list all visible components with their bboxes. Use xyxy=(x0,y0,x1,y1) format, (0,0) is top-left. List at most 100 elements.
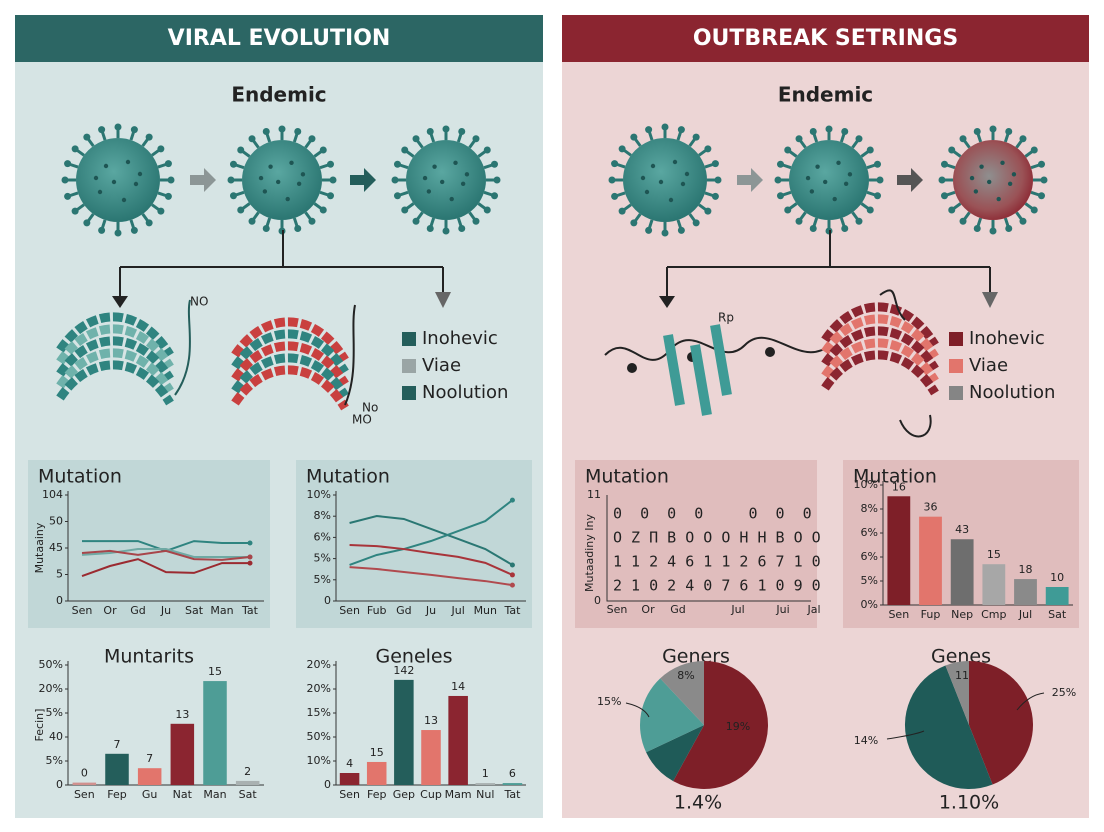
spike-tip xyxy=(442,227,450,235)
virus-body xyxy=(76,138,160,222)
spike-tip xyxy=(114,229,122,237)
spike-tip xyxy=(308,135,316,143)
pie-label: 8% xyxy=(677,669,694,682)
x-tick-label: Sen xyxy=(607,603,628,616)
bar-label: 6 xyxy=(509,767,516,780)
spike-tip xyxy=(157,145,165,153)
spike-tip xyxy=(714,176,722,184)
spike-tip xyxy=(130,226,138,234)
tree-arrowhead xyxy=(659,296,675,308)
x-tick-label: Nep xyxy=(951,608,973,621)
bar xyxy=(502,783,523,785)
bar xyxy=(448,695,468,785)
spike-tip xyxy=(64,192,72,200)
spike-tip xyxy=(157,207,165,215)
protein-strand xyxy=(56,312,174,358)
spike-tip xyxy=(645,226,653,234)
x-tick-label: Cmp xyxy=(981,608,1006,621)
virus-icon xyxy=(608,123,722,237)
y-tick-label: 0 xyxy=(56,594,63,607)
y-axis-label: Mutaadiny Iny xyxy=(583,514,596,592)
spike-tip xyxy=(472,217,480,225)
x-tick-label: Sat xyxy=(1048,608,1067,621)
virus-dot xyxy=(809,189,815,194)
spike-tip xyxy=(145,133,153,141)
panel-header xyxy=(15,15,543,62)
diagram-label: NO xyxy=(190,295,208,309)
spike-tip xyxy=(874,192,882,200)
virus-dot xyxy=(296,181,302,187)
grid-row: 0 0 0 0 0 0 0 xyxy=(613,505,812,523)
legend-label: Noolution xyxy=(969,382,1055,403)
virus-body xyxy=(953,140,1033,220)
spike-tip xyxy=(948,206,956,214)
virus-dot xyxy=(422,175,428,181)
protein-loop xyxy=(879,289,932,438)
spike-tip xyxy=(412,217,420,225)
virus-dot xyxy=(432,164,437,169)
protein-strand xyxy=(710,324,732,396)
spike-tip xyxy=(83,133,91,141)
chart-bg xyxy=(296,460,532,628)
spike-tip xyxy=(809,127,817,135)
spike-tip xyxy=(167,176,175,184)
line-end xyxy=(509,582,515,588)
x-tick-label: Jul xyxy=(451,604,465,617)
virus-dot xyxy=(969,175,975,181)
virus-dot xyxy=(449,196,454,202)
spike-tip xyxy=(426,127,434,135)
legend-swatch xyxy=(402,359,416,373)
protein-strand xyxy=(231,365,349,411)
spike-tip xyxy=(278,125,286,133)
bar xyxy=(421,730,441,785)
protein-chain xyxy=(604,336,831,361)
pie-slice xyxy=(904,665,993,790)
spike-tip xyxy=(493,176,501,184)
flow-arrow xyxy=(350,168,376,192)
spike-tip xyxy=(491,192,499,200)
spike-tip xyxy=(248,135,256,143)
spike-tip xyxy=(98,226,106,234)
spike-tip xyxy=(319,206,327,214)
leader-line xyxy=(886,730,925,740)
line-end xyxy=(247,554,253,560)
bar-label: 10 xyxy=(1050,571,1064,584)
bar xyxy=(203,681,227,785)
y-tick-label: 10% xyxy=(307,754,331,767)
flow-arrow xyxy=(897,168,923,192)
line-end xyxy=(247,560,253,566)
protein-illustration xyxy=(663,324,732,416)
protein-strand xyxy=(821,314,939,360)
virus-dot xyxy=(672,159,678,165)
spike-tip xyxy=(98,126,106,134)
protein-strand xyxy=(231,317,349,363)
x-tick-label: Man xyxy=(210,604,233,617)
virus-dot xyxy=(275,179,281,185)
section-title: Endemic xyxy=(231,83,326,107)
y-tick-label: 10% xyxy=(307,488,331,501)
y-tick-label: 11 xyxy=(587,488,601,501)
axis xyxy=(606,495,811,602)
axis xyxy=(67,491,264,602)
pie-label: 15% xyxy=(597,695,621,708)
y-tick-label: 15% xyxy=(307,706,331,719)
x-tick-label: Sen xyxy=(72,604,93,617)
x-tick-label: Jul xyxy=(1018,608,1032,621)
spike-tip xyxy=(692,133,700,141)
legend-label: Inohevic xyxy=(969,328,1045,349)
y-tick-label: 0 xyxy=(324,778,331,791)
virus-icon xyxy=(61,123,175,237)
protein-loop xyxy=(344,304,356,406)
bar-label: 13 xyxy=(175,708,189,721)
protein-node xyxy=(627,363,637,373)
y-tick-label: 50% xyxy=(307,730,331,743)
pie-slice xyxy=(673,661,769,789)
virus-body xyxy=(242,140,322,220)
protein-strand xyxy=(690,344,712,416)
spike-tip xyxy=(412,135,420,143)
spike-tip xyxy=(71,145,79,153)
bar xyxy=(982,564,1006,605)
spike-tip xyxy=(227,176,235,184)
protein-strand xyxy=(821,326,939,372)
